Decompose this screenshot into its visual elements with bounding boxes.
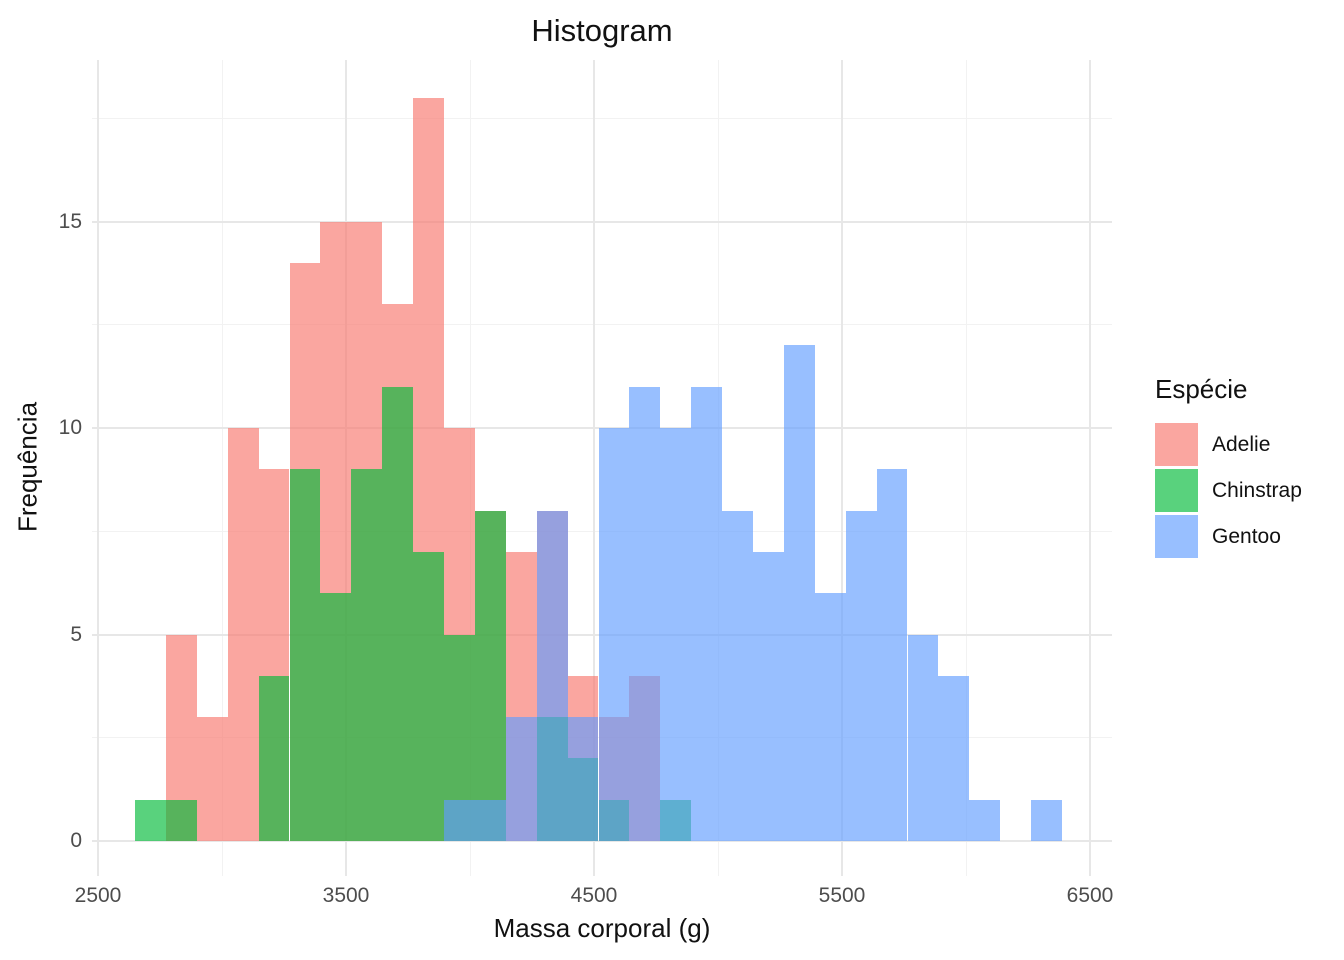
x-tick-label-4500: 4500 — [570, 884, 618, 907]
bar-gentoo-bin14 — [536, 510, 568, 841]
chart-title: Histogram — [531, 13, 673, 48]
x-tick-label-3500: 3500 — [322, 884, 370, 907]
y-tick-label-5: 5 — [70, 622, 82, 646]
bar-chinstrap-bin6 — [289, 469, 321, 841]
bar-chinstrap-bin1 — [135, 799, 166, 841]
x-tick-label-6500: 6500 — [1066, 884, 1114, 907]
bar-gentoo-bin22 — [783, 345, 815, 841]
y-tick-label-15: 15 — [58, 209, 82, 233]
bar-chinstrap-bin7 — [320, 593, 352, 841]
gridline-y-minor-12.5 — [92, 324, 1112, 326]
gridline-x-2500 — [97, 60, 99, 876]
gridline-y-15 — [92, 220, 1112, 223]
legend-label-adelie: Adelie — [1212, 432, 1271, 456]
bar-gentoo-bin25 — [876, 469, 908, 841]
bar-chinstrap-bin12 — [474, 510, 506, 841]
legend: Espécie Adelie Chinstrap Gentoo — [1155, 374, 1340, 561]
bar-gentoo-bin17 — [629, 386, 661, 841]
legend-label-gentoo: Gentoo — [1212, 524, 1281, 548]
bar-gentoo-bin12 — [474, 799, 506, 841]
bar-gentoo-bin20 — [722, 510, 753, 841]
gridline-y-minor-17.5 — [92, 117, 1112, 119]
gridline-x-minor-3000 — [221, 60, 223, 876]
legend-items: Adelie Chinstrap Gentoo — [1155, 423, 1340, 558]
y-tick-label-10: 10 — [58, 416, 82, 439]
legend-title: Espécie — [1155, 374, 1248, 404]
bar-chinstrap-bin10 — [413, 551, 444, 841]
bar-gentoo-bin13 — [505, 717, 537, 841]
y-axis-title: Frequência — [12, 401, 43, 533]
bar-gentoo-bin24 — [845, 510, 877, 841]
bar-chinstrap-bin8 — [351, 469, 383, 841]
legend-item-chinstrap: Chinstrap — [1155, 469, 1340, 512]
bar-gentoo-bin16 — [598, 428, 630, 841]
legend-item-adelie: Adelie — [1155, 423, 1340, 466]
x-axis-title: Massa corporal (g) — [493, 913, 711, 943]
bar-gentoo-bin18 — [660, 428, 692, 841]
bar-chinstrap-bin5 — [258, 675, 290, 841]
bar-gentoo-bin21 — [753, 551, 784, 841]
bar-gentoo-bin27 — [938, 675, 970, 841]
legend-item-gentoo: Gentoo — [1155, 515, 1340, 558]
bar-chinstrap-bin2 — [165, 799, 197, 841]
bar-adelie-bin4 — [227, 428, 259, 841]
bar-gentoo-bin28 — [969, 799, 1001, 841]
legend-label-chinstrap: Chinstrap — [1212, 478, 1302, 502]
x-tick-label-2500: 2500 — [74, 884, 122, 907]
gridline-x-5500 — [841, 60, 843, 876]
gridline-x-6500 — [1089, 60, 1091, 876]
legend-swatch-adelie — [1155, 423, 1198, 466]
plot-panel — [92, 60, 1112, 876]
gridline-x-4500 — [593, 60, 595, 876]
bar-gentoo-bin15 — [567, 717, 599, 841]
x-tick-label-5500: 5500 — [818, 884, 866, 907]
bar-gentoo-bin11 — [444, 799, 475, 841]
bar-gentoo-bin30 — [1031, 799, 1062, 841]
bar-adelie-bin3 — [196, 717, 228, 841]
gridline-x-minor-6000 — [965, 60, 967, 876]
bar-gentoo-bin19 — [691, 386, 723, 841]
bar-chinstrap-bin9 — [382, 386, 414, 841]
gridline-y-0 — [92, 840, 1112, 842]
legend-swatch-gentoo — [1155, 515, 1198, 558]
bar-gentoo-bin26 — [907, 634, 939, 841]
legend-swatch-chinstrap — [1155, 469, 1198, 512]
y-tick-label-0: 0 — [70, 829, 82, 852]
bar-gentoo-bin23 — [814, 593, 846, 841]
